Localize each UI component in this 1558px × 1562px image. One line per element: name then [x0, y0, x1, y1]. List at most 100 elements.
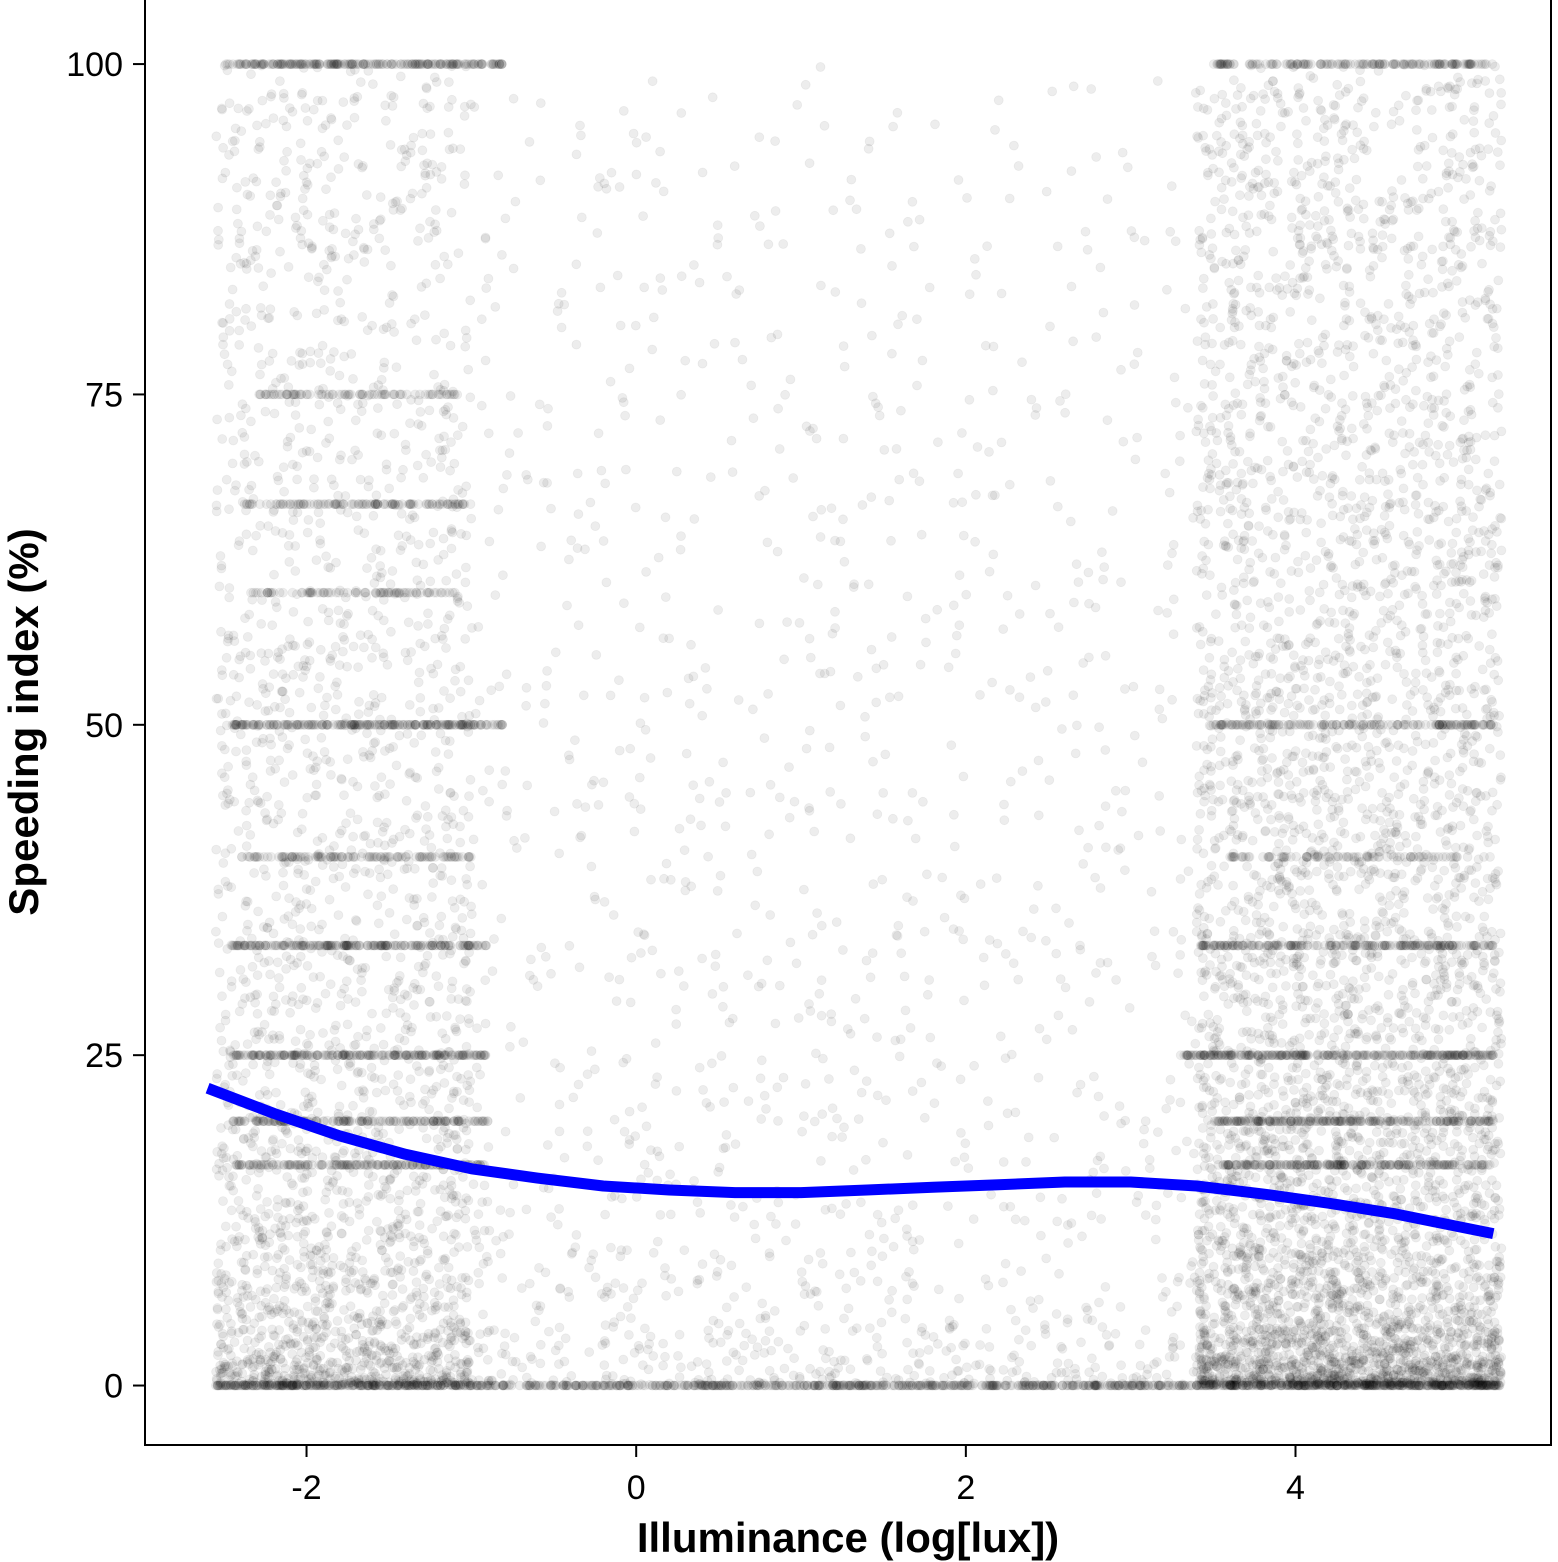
data-point	[741, 1282, 752, 1293]
data-point	[1051, 903, 1061, 914]
data-point	[924, 1366, 935, 1376]
data-point	[694, 277, 705, 288]
data-point	[466, 623, 477, 633]
data-point	[782, 617, 792, 627]
data-point	[391, 1319, 402, 1330]
data-point	[671, 1086, 682, 1096]
data-point	[1446, 548, 1457, 558]
data-point	[255, 369, 265, 380]
data-point	[1080, 226, 1091, 237]
data-point	[312, 158, 323, 169]
data-point	[1091, 968, 1101, 978]
data-point	[498, 1231, 509, 1242]
data-point	[383, 984, 394, 995]
data-point	[1036, 1230, 1046, 1241]
data-point	[409, 978, 420, 989]
data-point	[432, 1049, 443, 1060]
data-point	[731, 289, 742, 299]
data-point	[333, 605, 344, 616]
data-point	[804, 725, 815, 736]
data-point	[216, 1123, 226, 1133]
data-point	[778, 239, 789, 249]
data-point	[310, 1003, 321, 1013]
data-point	[252, 1008, 263, 1019]
data-point	[300, 734, 311, 745]
data-point	[216, 626, 226, 637]
data-point	[808, 511, 818, 522]
data-point	[318, 259, 329, 270]
data-point	[554, 1204, 564, 1214]
data-point	[861, 1154, 871, 1165]
data-point	[418, 912, 429, 923]
data-point	[332, 950, 343, 961]
data-point	[501, 669, 512, 680]
data-point	[358, 160, 368, 171]
data-point	[402, 1020, 413, 1030]
data-point	[681, 748, 692, 759]
data-point	[346, 1251, 356, 1262]
data-point	[1099, 562, 1110, 572]
data-point	[213, 225, 223, 236]
data-point	[279, 777, 290, 787]
data-point	[302, 748, 313, 759]
data-point	[1044, 775, 1055, 785]
data-point	[508, 1179, 519, 1190]
data-point	[564, 940, 575, 951]
data-point	[493, 504, 504, 515]
data-point	[241, 1174, 252, 1185]
data-point	[396, 472, 407, 483]
data-point	[265, 304, 276, 315]
data-point	[392, 1351, 403, 1361]
data-point	[366, 552, 377, 563]
data-point	[800, 79, 811, 90]
data-point	[385, 260, 396, 271]
data-point	[302, 1068, 313, 1079]
data-point	[1115, 843, 1126, 854]
data-point	[655, 273, 666, 284]
data-point	[324, 245, 335, 256]
data-point	[861, 1354, 872, 1364]
data-point	[732, 928, 742, 939]
data-point	[799, 884, 809, 895]
data-point	[401, 914, 412, 925]
data-point	[480, 233, 491, 244]
data-point	[450, 1229, 461, 1240]
data-point	[352, 91, 363, 102]
data-point	[698, 1085, 708, 1095]
data-point	[367, 1008, 377, 1019]
data-point	[428, 1366, 438, 1376]
data-point	[1097, 1322, 1108, 1332]
data-point	[452, 430, 463, 441]
data-point	[286, 355, 297, 366]
data-point	[573, 620, 584, 631]
data-point	[1100, 650, 1111, 661]
data-point	[1410, 988, 1420, 999]
data-point	[447, 527, 458, 538]
data-point	[829, 1356, 840, 1367]
data-point	[337, 859, 348, 870]
data-point	[984, 1342, 995, 1352]
data-point	[827, 1103, 838, 1114]
data-point	[224, 313, 235, 324]
data-point	[309, 1060, 320, 1071]
data-point	[302, 961, 313, 971]
data-point	[394, 831, 405, 842]
data-point	[309, 474, 319, 485]
data-point	[1466, 241, 1476, 252]
data-point	[371, 1087, 382, 1098]
data-point	[236, 1257, 247, 1268]
data-point	[349, 96, 360, 106]
data-point	[278, 462, 289, 473]
data-point	[330, 1326, 341, 1337]
data-point	[292, 1340, 303, 1351]
data-point	[311, 790, 322, 801]
data-point	[300, 103, 311, 113]
data-point	[729, 161, 740, 172]
data-point	[877, 1251, 888, 1262]
data-point	[421, 83, 432, 94]
data-point	[400, 439, 411, 450]
data-point	[1045, 608, 1055, 619]
data-point	[264, 917, 275, 928]
data-point	[416, 730, 427, 741]
data-point	[388, 884, 399, 894]
